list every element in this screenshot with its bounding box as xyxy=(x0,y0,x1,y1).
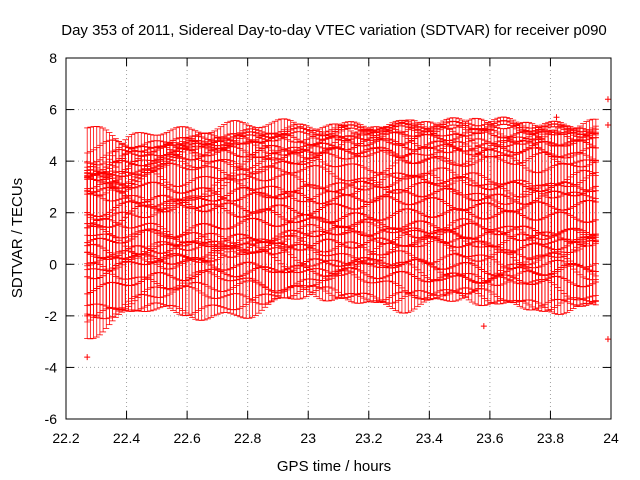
data-series xyxy=(84,96,611,361)
chart-title: Day 353 of 2011, Sidereal Day-to-day VTE… xyxy=(61,22,607,39)
